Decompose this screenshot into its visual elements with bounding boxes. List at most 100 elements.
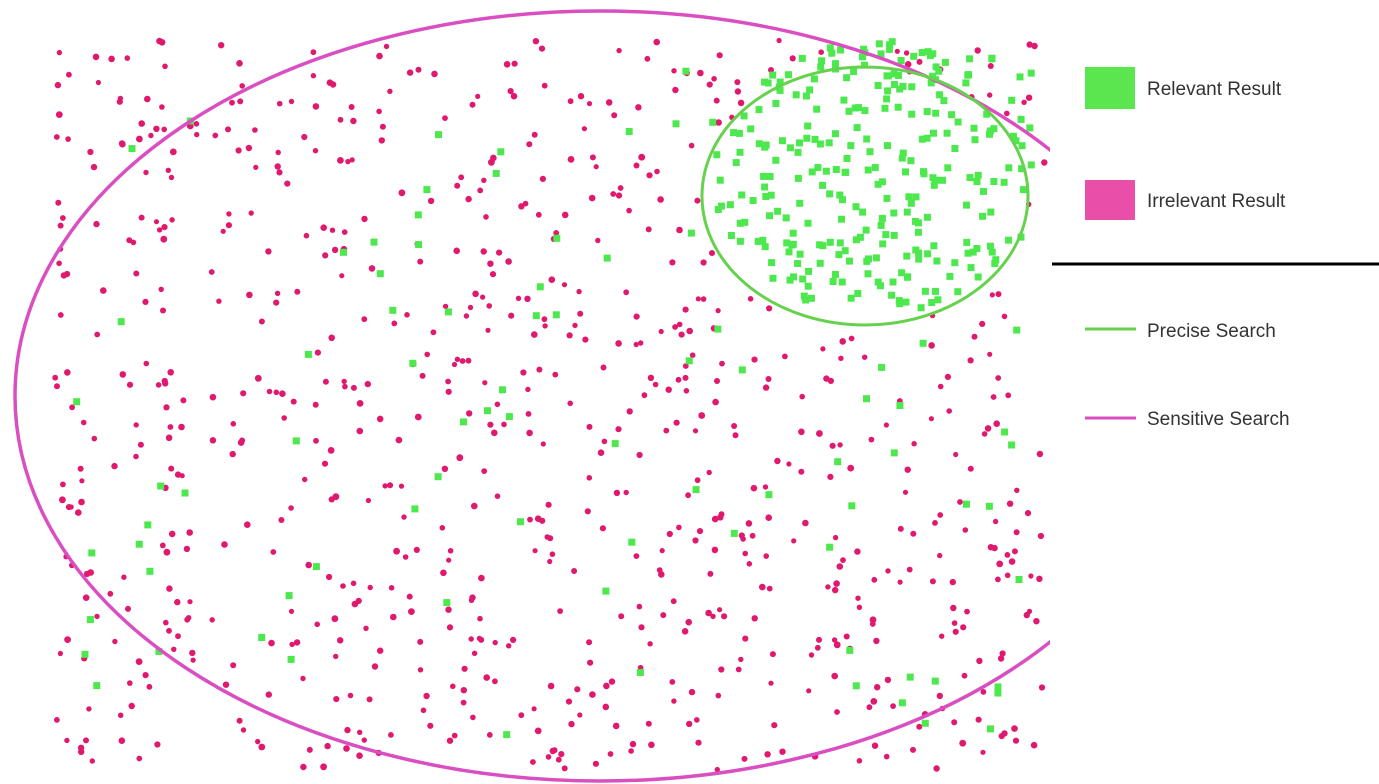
relevant-dot bbox=[788, 241, 796, 249]
irrelevant-dot bbox=[64, 270, 71, 278]
relevant-dot bbox=[898, 269, 906, 277]
irrelevant-dot bbox=[577, 93, 585, 100]
irrelevant-dot bbox=[742, 550, 748, 557]
irrelevant-dot bbox=[361, 316, 368, 323]
relevant-dot bbox=[832, 271, 839, 278]
irrelevant-dot bbox=[82, 594, 90, 601]
relevant-dot bbox=[927, 79, 935, 87]
irrelevant-dot bbox=[555, 756, 562, 763]
irrelevant-dot bbox=[220, 228, 226, 234]
irrelevant-dot bbox=[831, 637, 838, 643]
relevant-dot bbox=[864, 166, 872, 174]
irrelevant-dot bbox=[288, 608, 295, 615]
irrelevant-dot bbox=[486, 303, 493, 309]
irrelevant-legend-label: Irrelevant Result bbox=[1147, 191, 1286, 212]
relevant-dot bbox=[1009, 132, 1017, 140]
irrelevant-dot bbox=[300, 675, 306, 682]
relevant-dot bbox=[764, 79, 772, 87]
irrelevant-dot bbox=[936, 692, 943, 700]
irrelevant-swatch-icon bbox=[1085, 180, 1135, 220]
irrelevant-dot bbox=[302, 476, 308, 483]
relevant-dot bbox=[826, 238, 834, 246]
relevant-dot bbox=[819, 181, 827, 189]
relevant-dot bbox=[935, 67, 943, 75]
relevant-dot bbox=[776, 78, 784, 86]
relevant-dot bbox=[963, 201, 970, 209]
relevant-dot bbox=[877, 221, 885, 229]
irrelevant-dot bbox=[715, 308, 721, 314]
irrelevant-dot bbox=[1014, 487, 1020, 493]
relevant-dot bbox=[888, 38, 896, 46]
relevant-dot bbox=[861, 107, 869, 115]
irrelevant-dot bbox=[789, 55, 796, 62]
irrelevant-dot bbox=[980, 689, 987, 695]
irrelevant-dot bbox=[520, 369, 527, 376]
irrelevant-dot bbox=[531, 706, 537, 712]
relevant-dot bbox=[682, 67, 690, 75]
irrelevant-dot bbox=[525, 386, 531, 393]
irrelevant-dot bbox=[64, 636, 71, 643]
irrelevant-dot bbox=[768, 67, 774, 73]
irrelevant-dot bbox=[615, 192, 623, 199]
precise-legend-label: Precise Search bbox=[1147, 321, 1276, 342]
irrelevant-dot bbox=[998, 733, 1005, 740]
relevant-dot bbox=[714, 325, 722, 333]
irrelevant-dot bbox=[671, 68, 677, 74]
irrelevant-dot bbox=[503, 61, 511, 68]
irrelevant-dot bbox=[492, 678, 498, 685]
relevant-dot bbox=[917, 304, 925, 312]
irrelevant-dot bbox=[78, 498, 85, 506]
irrelevant-dot bbox=[577, 310, 584, 317]
relevant-dot bbox=[816, 140, 824, 148]
irrelevant-dot bbox=[884, 676, 892, 684]
relevant-dot bbox=[128, 145, 136, 153]
irrelevant-dot bbox=[717, 607, 723, 613]
irrelevant-dot bbox=[310, 49, 317, 56]
irrelevant-dot bbox=[329, 227, 336, 233]
relevant-dot bbox=[919, 339, 927, 347]
irrelevant-dot bbox=[258, 743, 266, 751]
irrelevant-dot bbox=[356, 427, 364, 435]
irrelevant-dot bbox=[163, 548, 171, 556]
relevant-dot bbox=[1005, 236, 1013, 244]
relevant-dot bbox=[840, 96, 848, 104]
irrelevant-dot bbox=[799, 393, 805, 400]
irrelevant-dot bbox=[688, 142, 695, 149]
relevant-dot bbox=[304, 350, 312, 358]
relevant-dot bbox=[988, 248, 996, 256]
irrelevant-dot bbox=[324, 742, 331, 750]
irrelevant-dot bbox=[749, 532, 756, 539]
irrelevant-dot bbox=[275, 149, 281, 156]
relevant-dot bbox=[879, 240, 887, 248]
irrelevant-dot bbox=[463, 313, 470, 319]
irrelevant-dot bbox=[769, 651, 776, 658]
relevant-dot bbox=[836, 191, 844, 199]
relevant-dot bbox=[157, 482, 165, 490]
irrelevant-dot bbox=[446, 557, 452, 563]
irrelevant-dot bbox=[417, 638, 424, 645]
irrelevant-dot bbox=[466, 410, 473, 417]
irrelevant-dot bbox=[652, 381, 659, 388]
irrelevant-dot bbox=[524, 295, 531, 302]
relevant-dot bbox=[934, 296, 942, 304]
irrelevant-dot bbox=[300, 763, 307, 771]
irrelevant-dot bbox=[126, 237, 133, 244]
irrelevant-dot bbox=[415, 66, 422, 73]
relevant-dot bbox=[994, 689, 1002, 697]
irrelevant-dot bbox=[240, 390, 247, 397]
irrelevant-dot bbox=[967, 465, 974, 472]
irrelevant-dot bbox=[552, 371, 559, 378]
irrelevant-dot bbox=[742, 635, 749, 642]
irrelevant-dot bbox=[910, 530, 917, 537]
irrelevant-dot bbox=[305, 561, 313, 569]
irrelevant-dot bbox=[561, 211, 569, 219]
relevant-dot bbox=[726, 201, 734, 209]
irrelevant-dot bbox=[225, 222, 232, 229]
relevant-dot bbox=[862, 226, 870, 234]
irrelevant-dot bbox=[481, 177, 487, 183]
irrelevant-dot bbox=[117, 95, 124, 102]
relevant-dot bbox=[882, 231, 890, 239]
irrelevant-dot bbox=[688, 688, 696, 696]
irrelevant-dot bbox=[831, 672, 838, 680]
relevant-dot bbox=[772, 100, 780, 107]
